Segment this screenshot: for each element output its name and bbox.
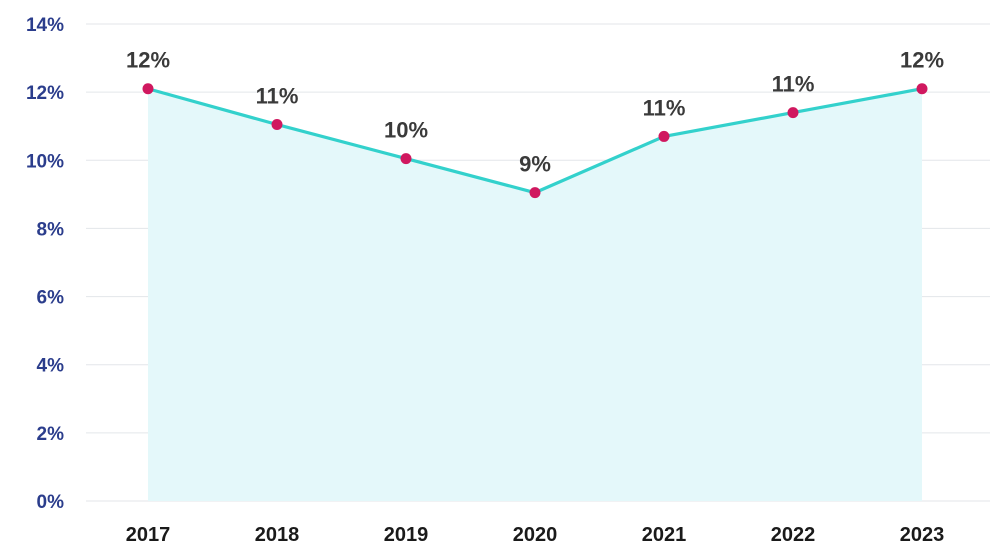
y-tick-label: 10% bbox=[26, 151, 64, 172]
area-fill bbox=[148, 88, 922, 501]
y-tick-label: 0% bbox=[37, 492, 65, 513]
x-tick-label-2017: 2017 bbox=[126, 524, 171, 546]
y-tick-label: 2% bbox=[37, 424, 65, 445]
data-points bbox=[142, 83, 928, 199]
x-tick-label-2023: 2023 bbox=[900, 524, 945, 546]
data-point-2022[interactable] bbox=[787, 107, 799, 119]
y-tick-label: 4% bbox=[37, 356, 65, 377]
data-point-2018[interactable] bbox=[271, 119, 283, 131]
x-tick-label-2018: 2018 bbox=[255, 524, 300, 546]
data-point-2020[interactable] bbox=[529, 187, 541, 199]
data-point-2017[interactable] bbox=[142, 83, 154, 95]
x-tick-label-2022: 2022 bbox=[771, 524, 816, 546]
data-point-2023[interactable] bbox=[916, 83, 928, 95]
x-axis: 2017 2018 2019 2020 2021 2022 2023 bbox=[126, 524, 945, 546]
data-label-2020: 9% bbox=[519, 152, 551, 177]
y-tick-label: 14% bbox=[26, 15, 64, 36]
y-tick-label: 12% bbox=[26, 83, 64, 104]
data-label-2019: 10% bbox=[384, 118, 428, 143]
y-tick-label: 6% bbox=[37, 288, 65, 309]
x-tick-label-2020: 2020 bbox=[513, 524, 558, 546]
area-fill-layer bbox=[148, 88, 922, 501]
data-point-2021[interactable] bbox=[658, 130, 670, 142]
data-label-2021: 11% bbox=[643, 95, 686, 120]
data-label-2017: 12% bbox=[126, 48, 170, 73]
y-axis: 0% 2% 4% 6% 8% 10% 12% 14% bbox=[26, 15, 64, 513]
data-labels: 12% 11% 10% 9% 11% 11% 12% bbox=[126, 48, 944, 177]
data-label-2022: 11% bbox=[772, 72, 815, 97]
x-tick-label-2019: 2019 bbox=[384, 524, 429, 546]
data-label-2018: 11% bbox=[256, 84, 299, 109]
data-label-2023: 12% bbox=[900, 48, 944, 73]
y-tick-label: 8% bbox=[37, 219, 65, 240]
x-tick-label-2021: 2021 bbox=[642, 524, 687, 546]
data-point-2019[interactable] bbox=[400, 153, 412, 165]
